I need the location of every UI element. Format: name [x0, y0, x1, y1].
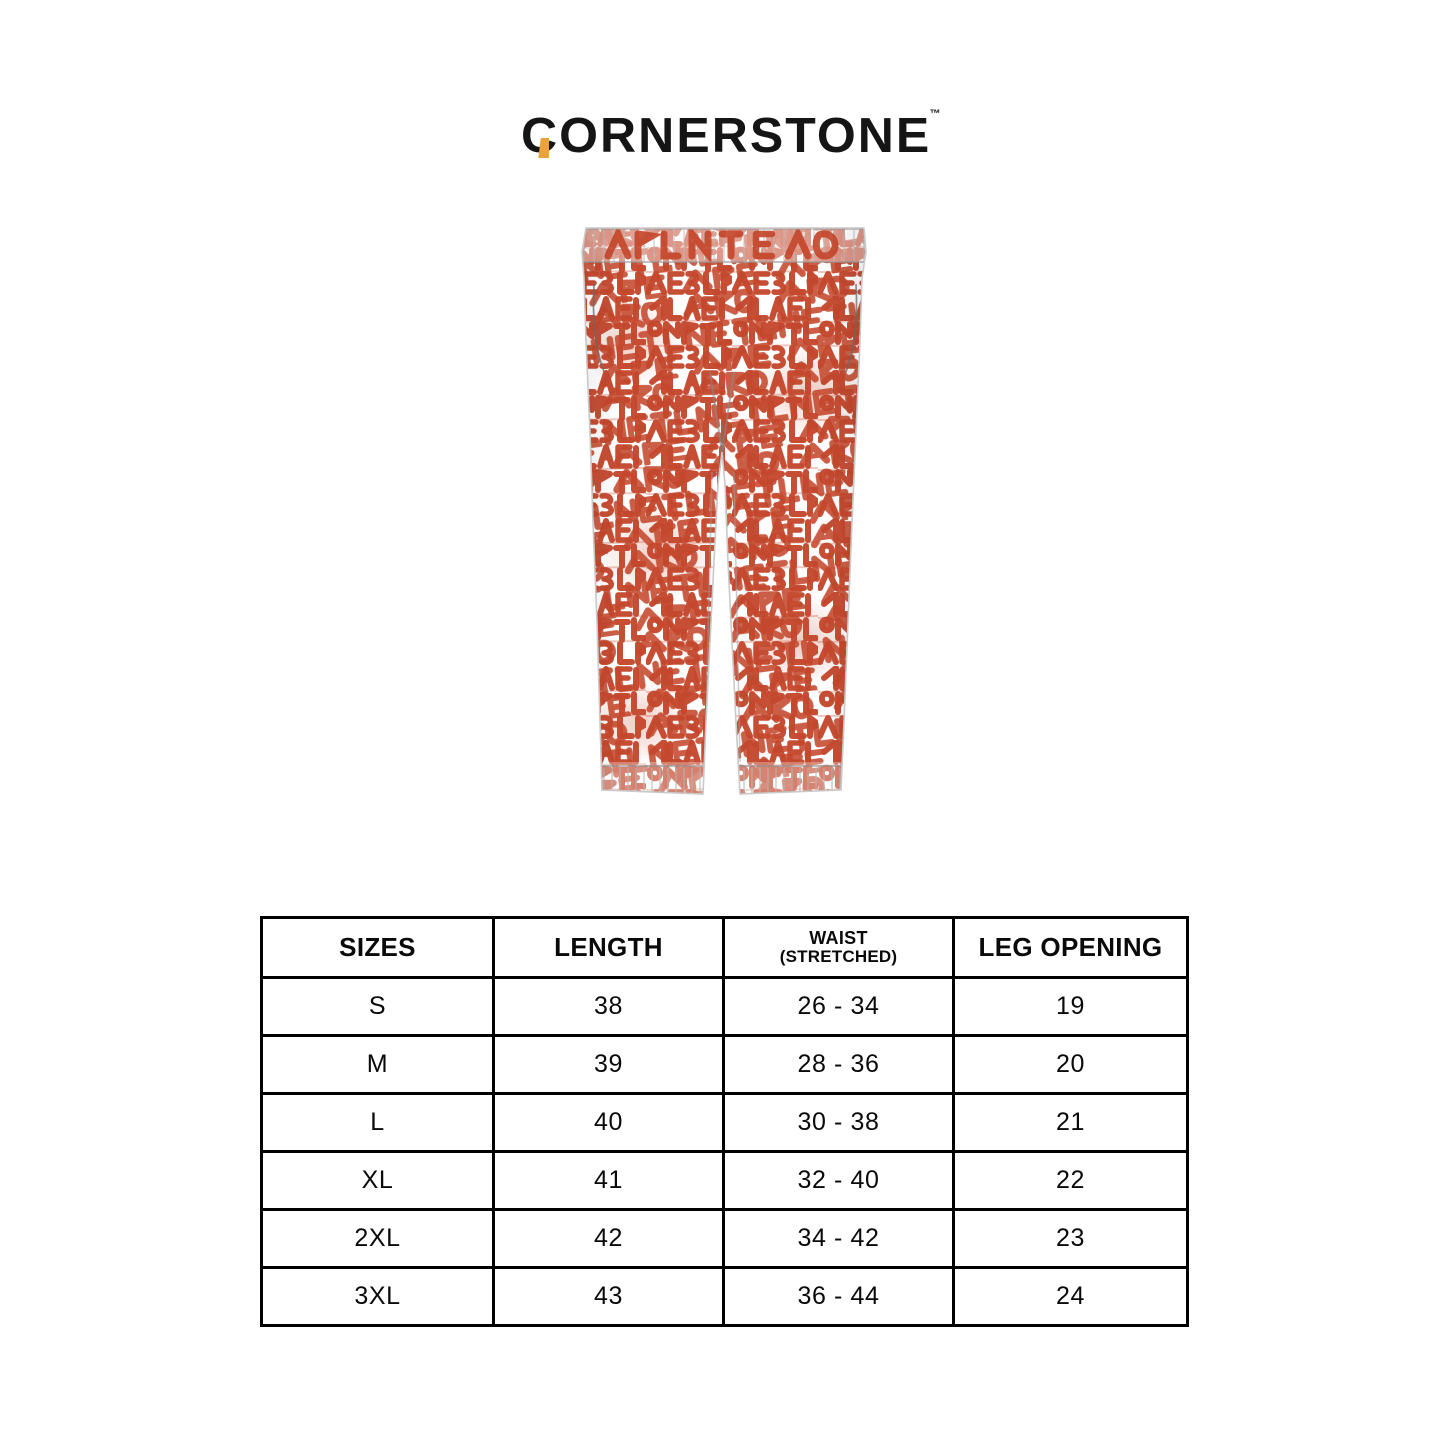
column-header-waist: WAIST (STRETCHED): [722, 916, 955, 979]
table-row: XL 41 32 - 40 22: [260, 1150, 1189, 1211]
cell-size: 3XL: [260, 1266, 495, 1327]
cell-length: 40: [492, 1092, 725, 1153]
size-chart-table: SIZES LENGTH WAIST (STRETCHED) LEG OPENI…: [260, 916, 1189, 1327]
cell-waist: 26 - 34: [722, 976, 955, 1037]
column-header-leg-opening-label: LEG OPENING: [978, 932, 1163, 962]
cell-size: L: [260, 1092, 495, 1153]
table-row: S 38 26 - 34 19: [260, 976, 1189, 1037]
cell-leg-opening: 19: [952, 976, 1189, 1037]
cell-leg-opening: 21: [952, 1092, 1189, 1153]
brand-wordmark: CORNERSTONE: [521, 109, 932, 163]
table-row: 3XL 43 36 - 44 24: [260, 1266, 1189, 1327]
cell-waist: 30 - 38: [722, 1092, 955, 1153]
cell-size: XL: [260, 1150, 495, 1211]
column-header-length-label: LENGTH: [554, 932, 663, 962]
cell-leg-opening: 23: [952, 1208, 1189, 1269]
table-header: SIZES LENGTH WAIST (STRETCHED) LEG OPENI…: [260, 916, 1189, 979]
cell-length: 38: [492, 976, 725, 1037]
cell-leg-opening: 20: [952, 1034, 1189, 1095]
table-body: S 38 26 - 34 19 M 39 28 - 36 20 L 40 30 …: [260, 976, 1189, 1327]
column-header-sizes-label: SIZES: [339, 932, 416, 962]
cell-size: M: [260, 1034, 495, 1095]
cell-waist: 36 - 44: [722, 1266, 955, 1327]
cell-length: 42: [492, 1208, 725, 1269]
product-image-track-pants: [560, 222, 890, 802]
column-header-leg-opening: LEG OPENING: [952, 916, 1189, 979]
cell-waist: 34 - 42: [722, 1208, 955, 1269]
cornerstone-logo: CORNERSTONE ™: [521, 109, 940, 161]
cell-size: S: [260, 976, 495, 1037]
table-row: L 40 30 - 38 21: [260, 1092, 1189, 1153]
column-header-waist-label: WAIST: [809, 927, 868, 948]
cell-length: 39: [492, 1034, 725, 1095]
column-header-waist-sublabel: (STRETCHED): [779, 947, 898, 967]
table-row: M 39 28 - 36 20: [260, 1034, 1189, 1095]
cell-length: 43: [492, 1266, 725, 1327]
cell-size: 2XL: [260, 1208, 495, 1269]
table-row: 2XL 42 34 - 42 23: [260, 1208, 1189, 1269]
cell-length: 41: [492, 1150, 725, 1211]
size-chart-table-container: SIZES LENGTH WAIST (STRETCHED) LEG OPENI…: [260, 916, 1189, 1327]
cell-waist: 32 - 40: [722, 1150, 955, 1211]
column-header-length: LENGTH: [492, 916, 725, 979]
column-header-sizes: SIZES: [260, 916, 495, 979]
cell-waist: 28 - 36: [722, 1034, 955, 1095]
cell-leg-opening: 22: [952, 1150, 1189, 1211]
trademark-icon: ™: [929, 108, 941, 120]
brand-header: CORNERSTONE ™: [0, 109, 1445, 161]
table-header-row: SIZES LENGTH WAIST (STRETCHED) LEG OPENI…: [260, 916, 1189, 979]
cell-leg-opening: 24: [952, 1266, 1189, 1327]
